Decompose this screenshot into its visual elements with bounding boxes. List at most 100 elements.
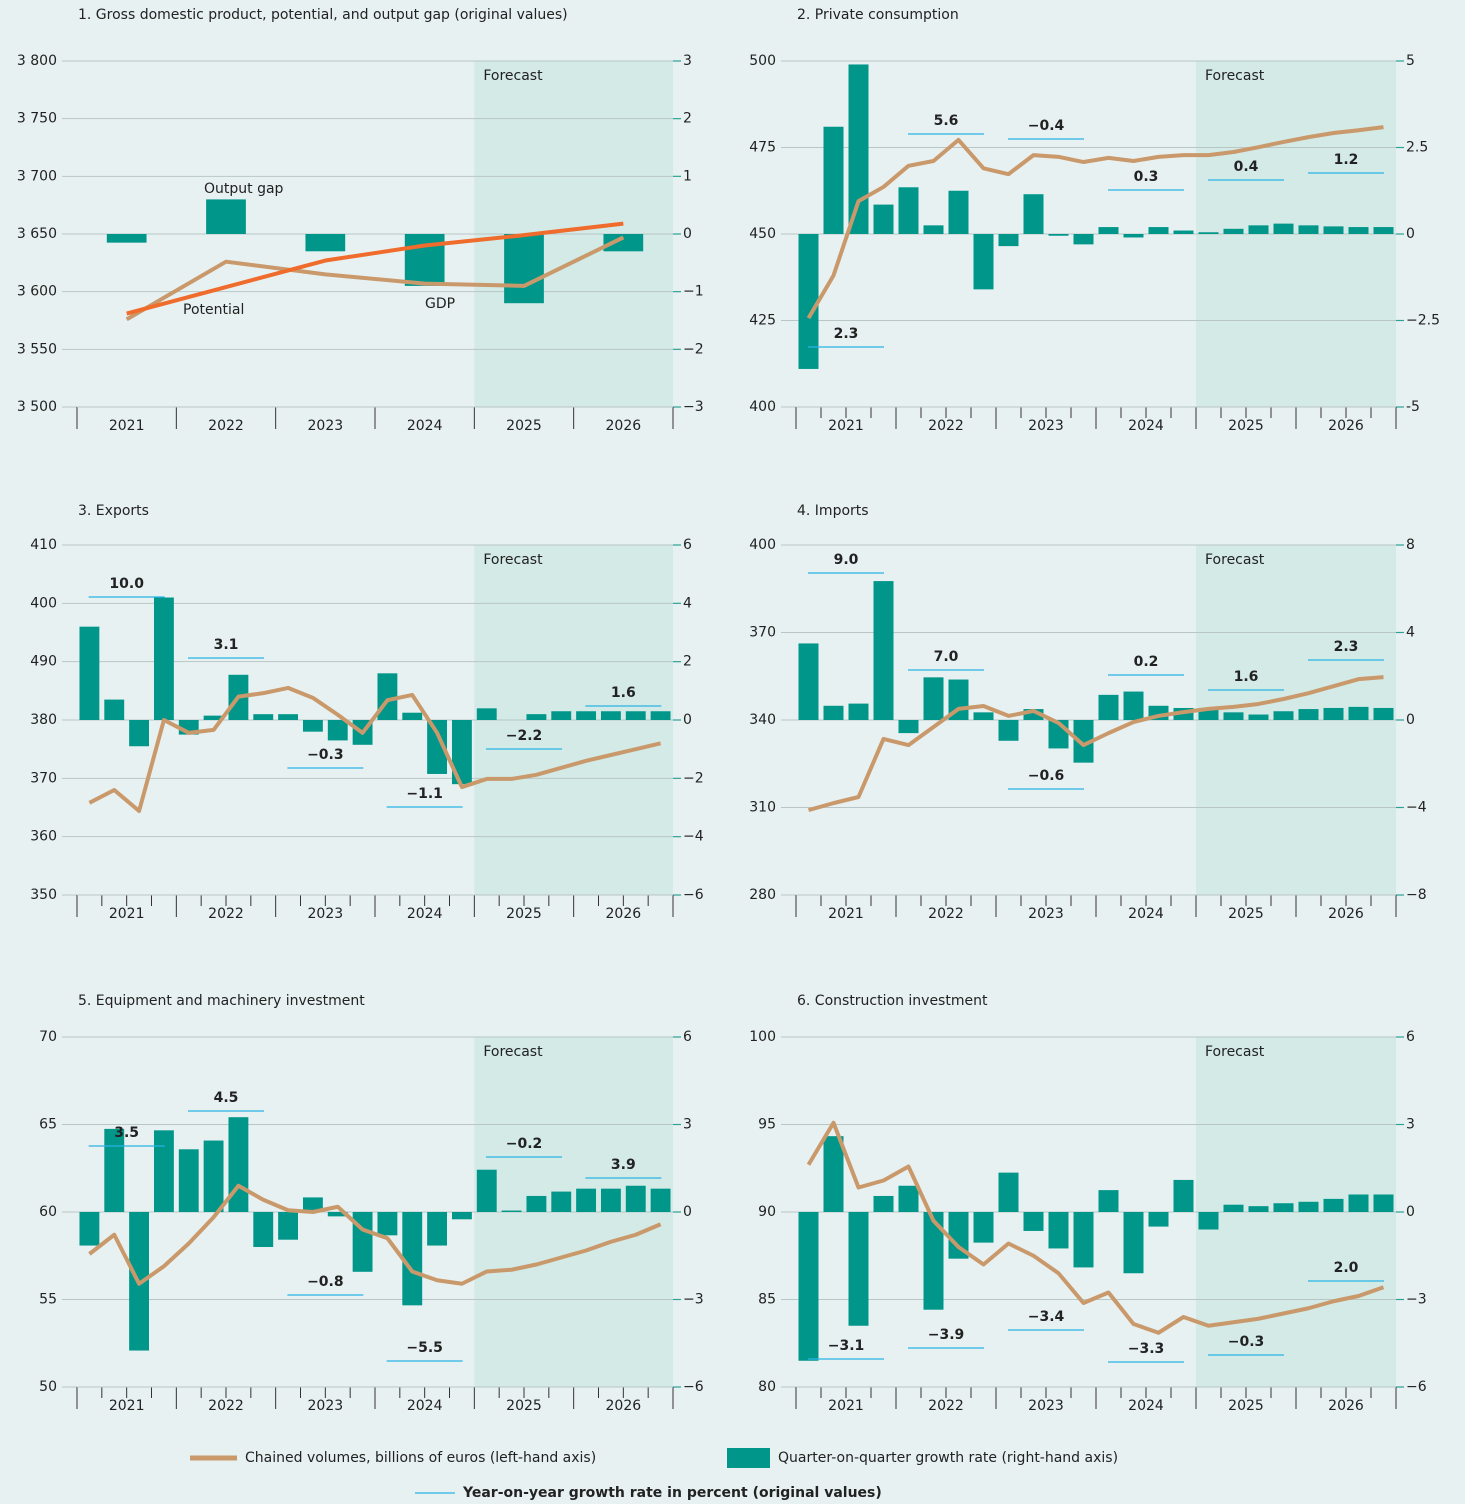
x-tick-label: 2023 [1028, 1398, 1064, 1414]
bar [1273, 223, 1294, 234]
x-tick-label: 2024 [1128, 1398, 1164, 1414]
bar [1123, 1212, 1144, 1274]
bar [476, 1169, 497, 1212]
y2-tick-label: 8 [1406, 537, 1415, 553]
x-tick-label: 2025 [506, 906, 542, 922]
y2-tick-label: 4 [1406, 625, 1415, 641]
bar [377, 1212, 398, 1236]
bar [1348, 706, 1369, 720]
y-tick-label: 90 [758, 1204, 776, 1220]
series-label: Potential [183, 302, 244, 318]
bar [1148, 227, 1169, 234]
bar [1248, 714, 1269, 720]
y-tick-label: 370 [30, 770, 57, 786]
bar [551, 1191, 572, 1212]
bar [327, 720, 348, 741]
yoy-label: 7.0 [934, 649, 959, 665]
x-tick-label: 2022 [208, 1398, 244, 1414]
y2-tick-label: −4 [1406, 800, 1427, 816]
y2-tick-label: 4 [683, 595, 692, 611]
bar [576, 1188, 597, 1212]
bar [476, 708, 497, 720]
bar [973, 1212, 994, 1243]
y2-tick-label: 6 [683, 1029, 692, 1045]
bar [203, 1140, 224, 1212]
bar [998, 720, 1019, 741]
x-tick-label: 2026 [606, 906, 642, 922]
line [125, 235, 625, 322]
bar [451, 1212, 472, 1220]
y2-tick-label: −3 [683, 1292, 704, 1308]
bar [1298, 1201, 1319, 1212]
bar [1373, 1194, 1394, 1212]
x-tick-label: 2024 [1128, 418, 1164, 434]
y-tick-label: 490 [30, 654, 57, 670]
line [88, 1183, 662, 1286]
bar [402, 712, 423, 720]
bar [823, 705, 844, 720]
x-tick-label: 2021 [828, 1398, 864, 1414]
y2-tick-label: 0 [683, 712, 692, 728]
yoy-label: 1.2 [1334, 152, 1359, 168]
y-tick-label: 3 650 [17, 226, 57, 242]
bar [206, 199, 246, 234]
y-tick-label: 500 [749, 53, 776, 69]
bar [1273, 711, 1294, 720]
bar [973, 712, 994, 720]
yoy-label: 2.3 [834, 326, 859, 342]
yoy-label: 5.6 [934, 113, 959, 129]
y-tick-label: 3 500 [17, 399, 57, 415]
y-tick-label: 100 [749, 1029, 776, 1045]
yoy-label: −3.3 [1128, 1341, 1165, 1357]
bar [848, 64, 869, 235]
y2-tick-label: −2.5 [1406, 313, 1440, 329]
y2-tick-label: −1 [683, 284, 704, 300]
bar [948, 190, 969, 234]
y-tick-label: 475 [749, 140, 776, 156]
y2-tick-label: 3 [1406, 1117, 1415, 1133]
y2-tick-label: 0 [683, 226, 692, 242]
panel-title: 6. Construction investment [797, 993, 988, 1009]
x-tick-label: 2021 [109, 418, 145, 434]
y-tick-label: 3 700 [17, 168, 57, 184]
bar [823, 1136, 844, 1212]
bar [848, 1212, 869, 1326]
bar [998, 234, 1019, 247]
panel-title: 3. Exports [78, 503, 149, 519]
bar [650, 711, 671, 720]
bar [1323, 226, 1344, 234]
bar [305, 234, 346, 252]
y2-tick-label: −6 [683, 1379, 704, 1395]
bar [104, 699, 125, 720]
x-tick-label: 2024 [407, 906, 443, 922]
y2-tick-label: −2 [683, 341, 704, 357]
y2-tick-label: 5 [1406, 53, 1415, 69]
y2-tick-label: -5 [1406, 399, 1420, 415]
panel-title: 1. Gross domestic product, potential, an… [78, 7, 568, 23]
x-tick-label: 2021 [828, 418, 864, 434]
bar [153, 597, 174, 720]
x-tick-label: 2026 [606, 1398, 642, 1414]
bar [650, 1188, 671, 1212]
bar [1198, 1212, 1219, 1230]
bar [600, 1188, 621, 1212]
bar [798, 643, 819, 720]
yoy-label: 9.0 [834, 552, 859, 568]
y2-tick-label: 2.5 [1406, 140, 1428, 156]
x-tick-label: 2022 [208, 418, 244, 434]
y-tick-label: 370 [749, 625, 776, 641]
bar [1048, 234, 1069, 236]
bar [1273, 1203, 1294, 1212]
bar [1023, 194, 1044, 234]
y2-tick-label: 0 [1406, 1204, 1415, 1220]
yoy-label: 2.3 [1334, 639, 1359, 655]
forecast-label: Forecast [1205, 68, 1265, 84]
bar [427, 1212, 448, 1246]
yoy-label: −1.1 [406, 786, 443, 802]
y2-tick-label: 0 [683, 1204, 692, 1220]
yoy-label: 0.2 [1134, 654, 1159, 670]
bar [948, 1212, 969, 1259]
bar [873, 581, 894, 720]
